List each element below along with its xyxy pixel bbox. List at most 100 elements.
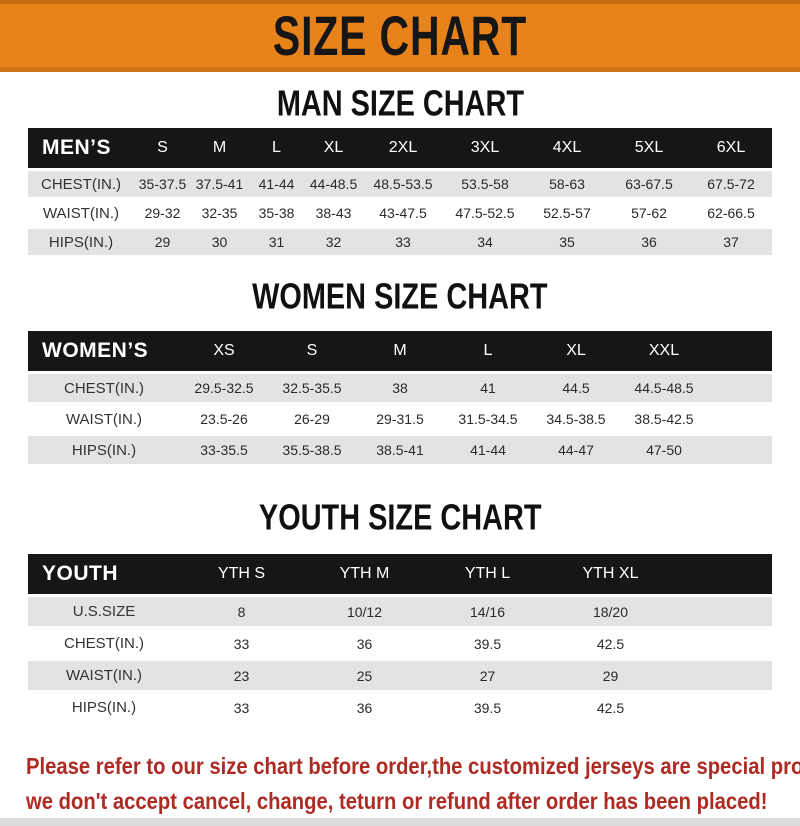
size-cell: 35-38 <box>258 205 295 221</box>
column-header: XXL <box>620 331 708 371</box>
size-cell: 18/20 <box>549 597 672 626</box>
disclaimer-text-1: Please refer to our size chart before or… <box>26 753 800 779</box>
size-cell: 34.5-38.5 <box>546 411 606 427</box>
size-cell: 36 <box>356 635 373 652</box>
bottom-edge-strip <box>0 818 800 826</box>
row-label: CHEST(IN.) <box>28 171 134 197</box>
table-row: HIPS(IN.) 29 30 31 32 33 34 35 36 37 <box>28 229 772 255</box>
spacer-cell <box>672 693 772 722</box>
size-cell: 39.5 <box>473 699 502 716</box>
youth-size-table: YOUTH YTH S YTH M YTH L YTH XL U.S.SIZE … <box>28 551 772 725</box>
size-cell: 39.5 <box>473 635 502 652</box>
column-header: 5XL <box>608 128 690 168</box>
row-label: HIPS(IN.) <box>28 436 180 464</box>
spacer-cell <box>672 554 772 594</box>
spacer-cell <box>708 405 772 433</box>
men-heading-text: MAN SIZE CHART <box>276 84 524 124</box>
size-cell: 14/16 <box>426 597 549 626</box>
size-cell: 29-32 <box>144 205 181 221</box>
women-header-row: WOMEN’S XS S M L XL XXL <box>28 331 772 371</box>
size-cell: 32.5-35.5 <box>268 374 356 402</box>
size-cell: 43-47.5 <box>379 205 427 221</box>
size-cell: 44.5-48.5 <box>620 374 708 402</box>
size-cell: 32 <box>305 229 362 255</box>
table-row: HIPS(IN.) 33 36 39.5 42.5 <box>28 693 772 722</box>
column-header: M <box>356 331 444 371</box>
size-cell: 44-47 <box>532 436 620 464</box>
size-cell: 29-31.5 <box>376 411 424 427</box>
men-corner-label: MEN’S <box>28 128 134 168</box>
size-cell: 41-44 <box>248 171 305 197</box>
men-section-heading: MAN SIZE CHART <box>0 84 800 124</box>
page-title: SIZE CHART <box>272 4 528 68</box>
youth-header-row: YOUTH YTH S YTH M YTH L YTH XL <box>28 554 772 594</box>
column-header: S <box>134 128 191 168</box>
size-cell: 44.5 <box>532 374 620 402</box>
table-row: U.S.SIZE 8 10/12 14/16 18/20 <box>28 597 772 626</box>
size-cell: 44-48.5 <box>305 171 362 197</box>
column-header: M <box>191 128 248 168</box>
size-cell: 31 <box>248 229 305 255</box>
youth-corner-label: YOUTH <box>28 554 180 594</box>
size-cell: 8 <box>180 597 303 626</box>
column-header: 4XL <box>526 128 608 168</box>
size-cell: 58-63 <box>526 171 608 197</box>
disclaimer-line: Please refer to our size chart before or… <box>26 749 800 784</box>
column-header: 6XL <box>690 128 772 168</box>
size-cell: 37 <box>690 229 772 255</box>
row-label: HIPS(IN.) <box>28 229 134 255</box>
size-cell: 33 <box>233 635 250 652</box>
table-row: WAIST(IN.) 23 25 27 29 <box>28 661 772 690</box>
size-cell: 10/12 <box>303 597 426 626</box>
row-label: WAIST(IN.) <box>65 410 143 428</box>
column-header: 2XL <box>362 128 444 168</box>
size-cell: 53.5-58 <box>444 171 526 197</box>
column-header: L <box>444 331 532 371</box>
column-header: L <box>248 128 305 168</box>
table-row: WAIST(IN.) 23.5-26 26-29 29-31.5 31.5-34… <box>28 405 772 433</box>
size-cell: 35 <box>526 229 608 255</box>
size-cell: 42.5 <box>596 699 625 716</box>
size-chart-banner: SIZE CHART <box>0 0 800 72</box>
men-header-row: MEN’S S M L XL 2XL 3XL 4XL 5XL 6XL <box>28 128 772 168</box>
size-cell: 35-37.5 <box>134 171 191 197</box>
size-cell: 23 <box>180 661 303 690</box>
size-cell: 38-43 <box>315 205 352 221</box>
column-header: YTH XL <box>549 554 672 594</box>
column-header: YTH S <box>180 554 303 594</box>
table-row: CHEST(IN.) 29.5-32.5 32.5-35.5 38 41 44.… <box>28 374 772 402</box>
size-cell: 33-35.5 <box>180 436 268 464</box>
size-cell: 33 <box>362 229 444 255</box>
size-cell: 62-66.5 <box>707 205 755 221</box>
size-cell: 41-44 <box>444 436 532 464</box>
women-corner-label: WOMEN’S <box>28 331 180 371</box>
youth-section-heading: YOUTH SIZE CHART <box>0 498 800 538</box>
size-cell: 27 <box>426 661 549 690</box>
spacer-cell <box>708 374 772 402</box>
size-cell: 63-67.5 <box>608 171 690 197</box>
youth-heading-text: YOUTH SIZE CHART <box>258 498 542 538</box>
size-cell: 34 <box>444 229 526 255</box>
women-section-heading: WOMEN SIZE CHART <box>0 279 800 315</box>
row-label: CHEST(IN.) <box>64 635 144 652</box>
size-cell: 38 <box>356 374 444 402</box>
column-header: YTH M <box>303 554 426 594</box>
row-label: U.S.SIZE <box>28 597 180 626</box>
size-cell: 67.5-72 <box>690 171 772 197</box>
size-cell: 38.5-41 <box>356 436 444 464</box>
size-cell: 31.5-34.5 <box>458 411 518 427</box>
women-size-table: WOMEN’S XS S M L XL XXL CHEST(IN.) 29.5-… <box>28 328 772 467</box>
size-cell: 33 <box>233 699 250 716</box>
spacer-cell <box>672 661 772 690</box>
size-cell: 47-50 <box>620 436 708 464</box>
table-row: HIPS(IN.) 33-35.5 35.5-38.5 38.5-41 41-4… <box>28 436 772 464</box>
column-header: XS <box>180 331 268 371</box>
table-row: CHEST(IN.) 35-37.5 37.5-41 41-44 44-48.5… <box>28 171 772 197</box>
table-row: WAIST(IN.) 29-32 32-35 35-38 38-43 43-47… <box>28 200 772 226</box>
spacer-cell <box>672 597 772 626</box>
disclaimer-line: we don't accept cancel, change, teturn o… <box>26 784 774 819</box>
row-label: WAIST(IN.) <box>42 204 120 222</box>
size-cell: 48.5-53.5 <box>362 171 444 197</box>
size-cell: 29 <box>134 229 191 255</box>
